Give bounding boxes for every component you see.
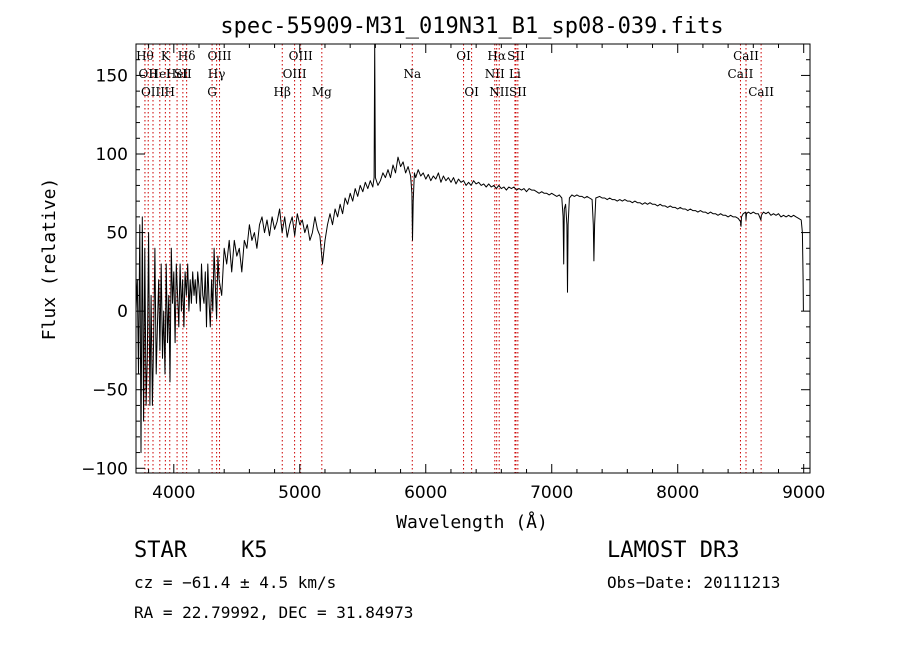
spectral-line-label: OI — [456, 49, 471, 63]
y-tick-label: 50 — [106, 224, 128, 244]
spectral-line-label: Na — [403, 67, 421, 81]
y-tick-label: 100 — [96, 145, 128, 165]
observation-date: Obs−Date: 20111213 — [607, 573, 781, 592]
spectral-line-label: Hθ — [136, 49, 154, 63]
spectral-line-label: K — [161, 49, 171, 63]
spectral-line-label: OIII — [207, 49, 231, 63]
spectral-line-label: G — [207, 85, 217, 99]
spectral-line-label: NII — [485, 67, 505, 81]
spectral-line-label: Li — [509, 67, 521, 81]
spectral-line-label: CaII — [733, 49, 759, 63]
spectral-line-label: OIII — [283, 67, 307, 81]
spectral-line-label: CaII — [748, 85, 774, 99]
spectral-line-label: Hγ — [208, 67, 226, 81]
y-tick-label: −100 — [81, 459, 128, 479]
y-tick-label: 150 — [96, 66, 128, 86]
x-tick-label: 6000 — [404, 483, 447, 503]
spectral-line-label: H — [165, 85, 175, 99]
spectrum-line — [135, 43, 804, 454]
coordinates-readout: RA = 22.79992, DEC = 31.84973 — [134, 603, 414, 622]
spectral-line-label: Hα — [487, 49, 506, 63]
y-tick-label: −50 — [92, 381, 128, 401]
x-tick-label: 7000 — [530, 483, 573, 503]
spectral-line-label: NII — [489, 85, 509, 99]
survey-label: LAMOST DR3 — [607, 538, 740, 563]
x-axis-label: Wavelength (Å) — [396, 511, 548, 533]
spectral-line-label: Mg — [312, 85, 332, 99]
spectral-line-label: SII — [507, 49, 525, 63]
spectral-line-label: Hδ — [178, 49, 196, 63]
spectrum-layer — [135, 43, 804, 454]
spectral-line-label: OIII — [141, 85, 165, 99]
x-tick-label: 8000 — [656, 483, 699, 503]
spectral-line-label: CaII — [728, 67, 754, 81]
object-class: STAR — [134, 538, 187, 563]
axis-layer: 4000 5000 6000 7000 8000 9000 −100 −50 0 50 100 150 — [81, 44, 825, 503]
y-tick-label: 0 — [117, 302, 128, 322]
spectral-line-label: SII — [174, 67, 192, 81]
y-axis-label: Flux (relative) — [39, 178, 60, 341]
spectral-line-label: Hβ — [274, 85, 291, 99]
plot-frame — [135, 43, 811, 474]
x-tick-label: 4000 — [152, 483, 195, 503]
spectral-line-label: SII — [509, 85, 527, 99]
spectral-line-label: OI — [464, 85, 479, 99]
chart-title: spec-55909-M31_019N31_B1_sp08-039.fits — [220, 14, 723, 39]
x-tick-label: 5000 — [278, 483, 321, 503]
spectral-line-label: OIII — [289, 49, 313, 63]
object-subclass: K5 — [241, 538, 268, 563]
line-marker-layer: HθOIIOIIIHeIKHHeISIIHδHγGOIIIHβOIIIOIIIM… — [136, 44, 774, 473]
x-tick-label: 9000 — [782, 483, 825, 503]
redshift-readout: cz = −61.4 ± 4.5 km/s — [134, 573, 337, 592]
